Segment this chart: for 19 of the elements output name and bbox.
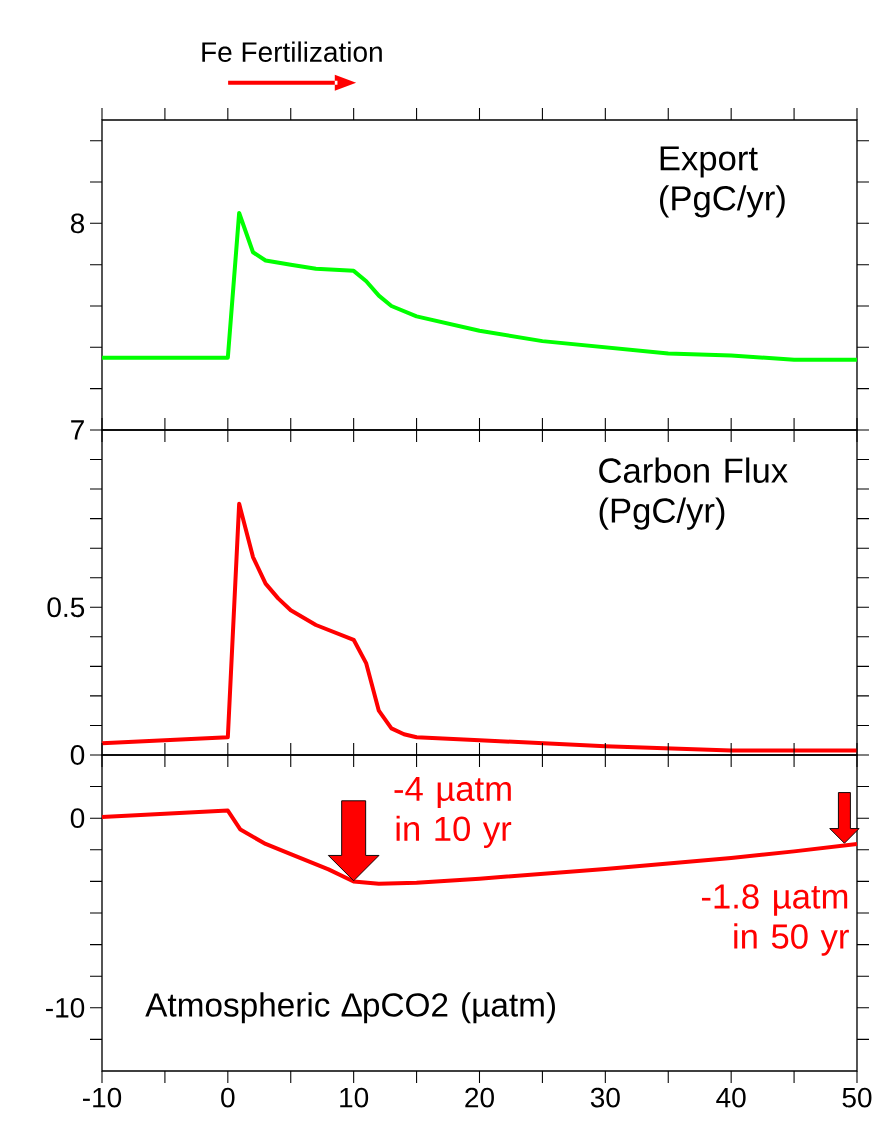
- x-tick-label: 10: [340, 1087, 369, 1108]
- x-tick-label: 0: [221, 1087, 235, 1108]
- y-tick-label: 0: [70, 745, 85, 765]
- x-tick-label: 30: [590, 1087, 620, 1108]
- x-tick-label: -10: [83, 1087, 122, 1108]
- y-axis-title: Export (PgC/yr): [660, 146, 785, 218]
- y-axis-title: Atmospheric ∆pCO2 (µatm): [145, 992, 555, 1024]
- y-axis-title: Carbon Flux (PgC/yr): [599, 457, 788, 530]
- x-tick-label: 20: [465, 1087, 494, 1108]
- x-tick-label: 40: [716, 1087, 746, 1108]
- y-tick-label: 8: [70, 213, 85, 234]
- y-tick-label: 0: [70, 808, 85, 829]
- x-tick-label: 50: [842, 1087, 872, 1108]
- y-tick-label: 7: [71, 420, 84, 440]
- annotation: -1.8 µatm in 50 yr: [701, 884, 849, 956]
- chart-title: Fe Fertilization: [202, 41, 382, 62]
- y-tick-label: -10: [46, 997, 85, 1018]
- y-tick-label: 0.5: [47, 597, 85, 618]
- annotation: -4 µatm in 10 yr: [394, 776, 512, 848]
